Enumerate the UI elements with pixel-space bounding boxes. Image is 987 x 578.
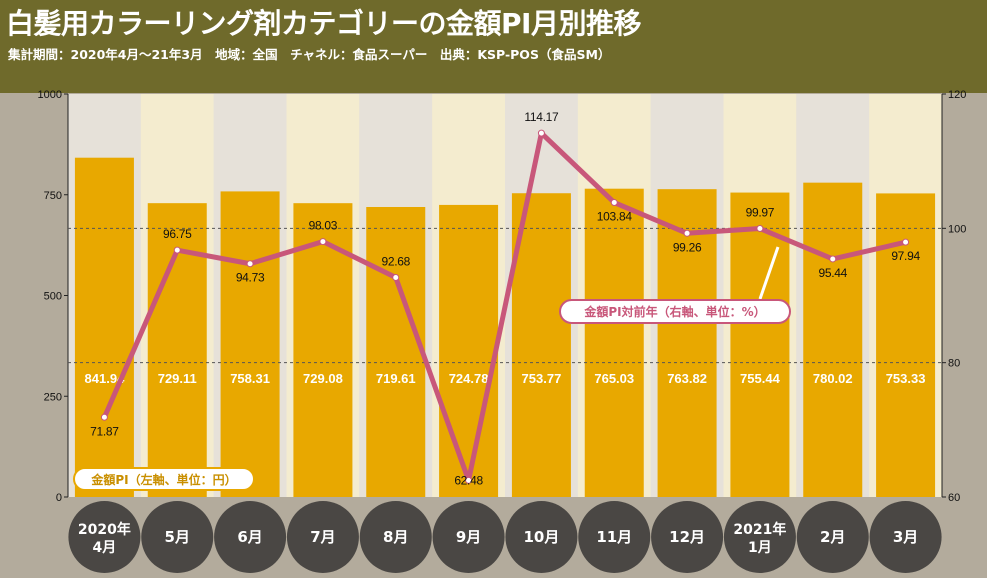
y-right-tick-label: 120 xyxy=(948,89,966,101)
year-label: 2020年 xyxy=(78,521,131,538)
month-label: 4月 xyxy=(93,540,117,556)
month-label: 1月 xyxy=(748,540,772,556)
month-circle xyxy=(141,501,214,573)
line-value-label: 62.48 xyxy=(454,473,483,487)
month-label: 12月 xyxy=(669,528,705,546)
month-label: 5月 xyxy=(165,528,190,546)
line-value-label: 99.26 xyxy=(673,240,702,254)
month-circle xyxy=(505,501,578,573)
line-value-label: 92.68 xyxy=(381,254,410,268)
month-label: 3月 xyxy=(893,528,918,546)
line-value-label: 98.03 xyxy=(309,219,338,233)
bar xyxy=(584,188,644,497)
line-point xyxy=(465,476,473,484)
bar-value-label: 724.78 xyxy=(449,371,489,386)
bar-value-label: 765.03 xyxy=(594,371,634,386)
line-point xyxy=(829,255,837,263)
bar xyxy=(803,182,863,497)
line-point xyxy=(173,246,181,254)
month-circle xyxy=(723,501,796,573)
y-left-tick-label: 500 xyxy=(44,291,62,303)
month-circle xyxy=(796,501,869,573)
line-point xyxy=(610,199,618,207)
header-banner: 白髪用カラーリング剤カテゴリーの金額PI月別推移 集計期間：2020年4月～21… xyxy=(0,0,987,93)
month-circle xyxy=(359,501,432,573)
bar-value-label: 758.31 xyxy=(230,371,270,386)
month-circle xyxy=(432,501,505,573)
y-right-tick-label: 80 xyxy=(948,358,960,370)
bar-value-label: 729.08 xyxy=(303,371,343,386)
bar xyxy=(730,192,790,497)
month-label: 6月 xyxy=(237,528,262,546)
month-label: 10月 xyxy=(523,528,559,546)
year-label: 2021年 xyxy=(733,521,786,538)
month-circle xyxy=(651,501,724,573)
line-point xyxy=(246,260,254,268)
bar-value-label: 755.44 xyxy=(740,371,781,386)
y-left-tick-label: 1000 xyxy=(38,89,62,101)
chart-subtitle: 集計期間：2020年4月～21年3月 地域：全国 チャネル：食品スーパー 出典：… xyxy=(8,47,611,62)
line-point xyxy=(319,238,327,246)
line-value-label: 103.84 xyxy=(597,210,633,224)
line-value-label: 95.44 xyxy=(818,266,847,280)
month-label: 11月 xyxy=(596,528,632,546)
y-left-tick-label: 250 xyxy=(44,391,62,403)
bar-value-label: 780.02 xyxy=(813,371,853,386)
month-label: 8月 xyxy=(383,528,408,546)
y-left-tick-label: 750 xyxy=(44,190,62,202)
y-right-tick-label: 100 xyxy=(948,223,966,235)
line-value-label: 97.94 xyxy=(891,249,920,263)
line-point xyxy=(100,413,108,421)
line-value-label: 99.97 xyxy=(746,206,775,220)
legend-bar-label: 金額PI（左軸、単位：円） xyxy=(90,472,236,487)
line-point xyxy=(902,238,910,246)
line-point xyxy=(392,273,400,281)
legend-line-pointer xyxy=(758,246,780,300)
line-series xyxy=(101,130,909,483)
bar-value-label: 729.11 xyxy=(158,371,197,386)
bar xyxy=(74,157,134,497)
line-value-label: 96.75 xyxy=(163,227,192,241)
bar-value-label: 719.61 xyxy=(376,371,416,386)
month-circle xyxy=(286,501,359,573)
bar xyxy=(657,189,717,497)
legend-bar-box xyxy=(73,467,255,491)
bar-value-label: 753.77 xyxy=(522,371,562,386)
legend-line-box xyxy=(559,299,791,324)
bar-value-label: 763.82 xyxy=(667,371,707,386)
line-value-label: 71.87 xyxy=(90,424,119,438)
bar-value-label: 753.33 xyxy=(886,371,926,386)
line-value-label: 114.17 xyxy=(524,110,559,124)
y-right-tick-label: 60 xyxy=(948,492,960,504)
month-circle xyxy=(869,501,942,573)
line-value-label: 94.73 xyxy=(236,271,265,285)
month-circle xyxy=(68,501,141,573)
month-label: 7月 xyxy=(310,528,335,546)
bar xyxy=(511,193,571,497)
month-label: 9月 xyxy=(456,528,481,546)
bar xyxy=(439,204,499,497)
chart-title: 白髪用カラーリング剤カテゴリーの金額PI月別推移 xyxy=(6,7,641,40)
line-point xyxy=(537,129,545,137)
legend-line-label: 金額PI対前年（右軸、単位：%） xyxy=(583,304,765,319)
y-left-tick-label: 0 xyxy=(56,492,62,504)
bar-value-label: 841.94 xyxy=(85,371,126,386)
line-point xyxy=(683,229,691,237)
month-circle xyxy=(214,501,287,573)
bar xyxy=(220,191,280,498)
month-circle xyxy=(578,501,651,573)
bar xyxy=(366,206,426,497)
month-label: 2月 xyxy=(820,528,845,546)
line-point xyxy=(756,225,764,233)
